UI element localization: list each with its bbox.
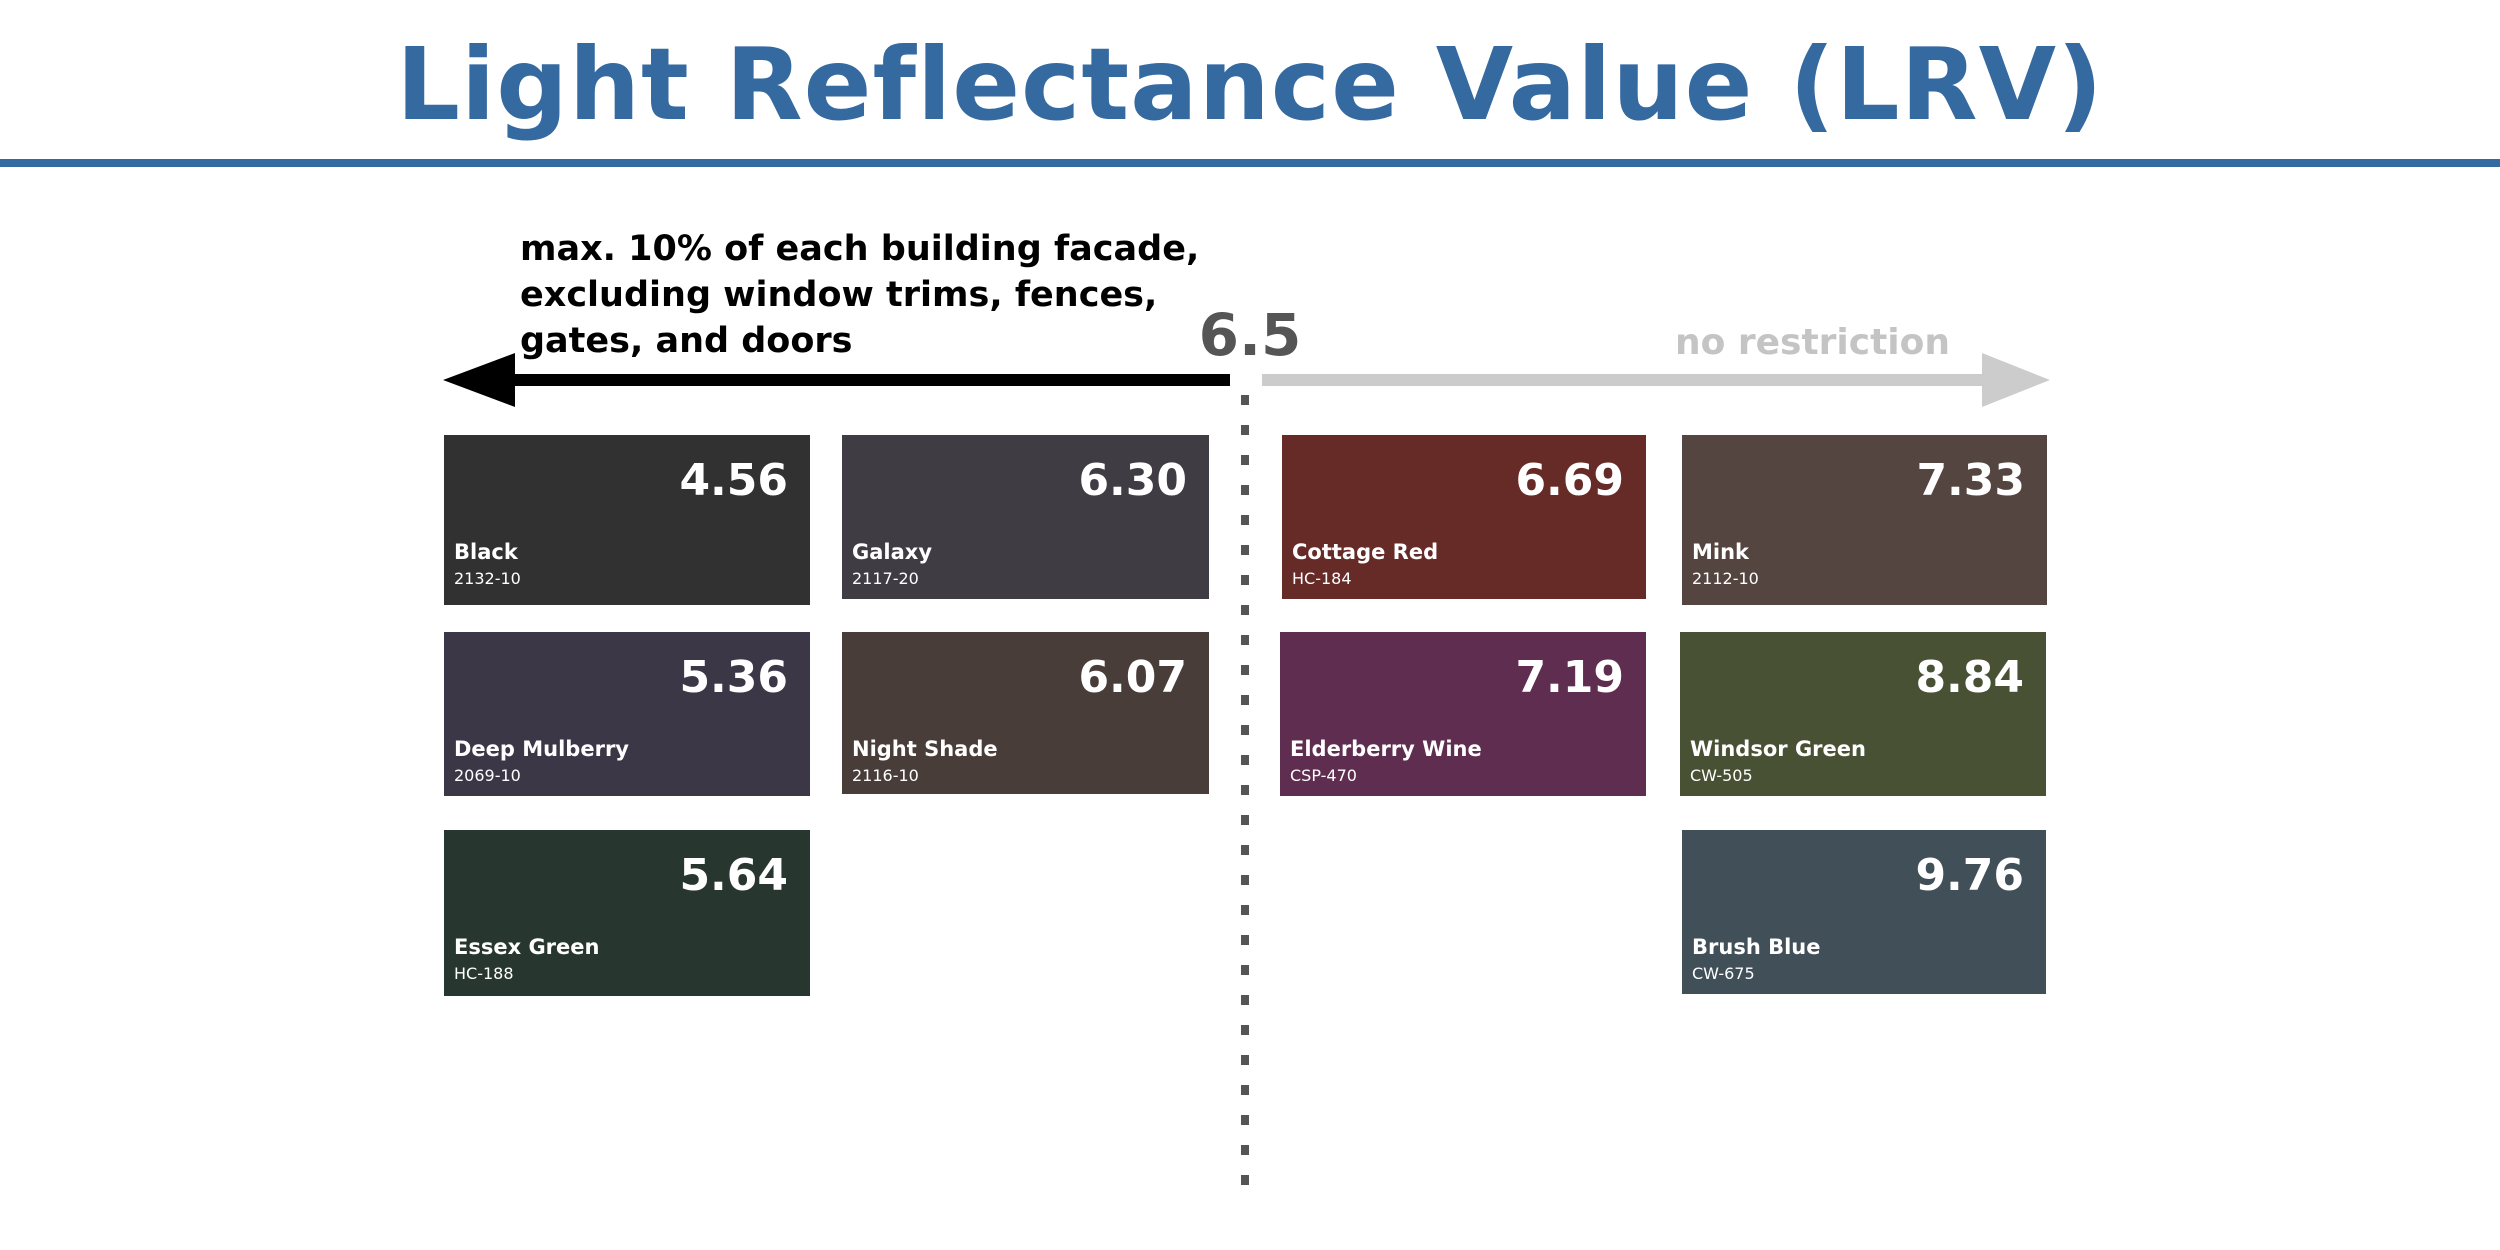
swatch-name: Brush Blue [1692, 935, 1821, 959]
swatch-code: 2069-10 [454, 766, 521, 785]
swatch-galaxy: 6.30 Galaxy 2117-20 [842, 435, 1209, 599]
swatch-lrv: 6.69 [1515, 455, 1624, 506]
swatch-lrv: 4.56 [679, 455, 788, 506]
swatch-name: Cottage Red [1292, 540, 1439, 564]
swatch-name: Elderberry Wine [1290, 737, 1482, 761]
swatch-name: Galaxy [852, 540, 933, 564]
swatch-lrv: 7.19 [1515, 652, 1624, 703]
page-title: Light Reflectance Value (LRV) [396, 26, 2104, 143]
swatch-name: Black [454, 540, 518, 564]
swatch-lrv: 6.07 [1078, 652, 1187, 703]
swatch-code: 2132-10 [454, 569, 521, 588]
threshold-value: 6.5 [1198, 301, 1302, 369]
swatch-code: HC-184 [1292, 569, 1352, 588]
left-arrow [443, 353, 1230, 407]
swatch-name: Deep Mulberry [454, 737, 629, 761]
restriction-note: max. 10% of each building facade, exclud… [520, 229, 1200, 361]
swatch-essex-green: 5.64 Essex Green HC-188 [444, 830, 810, 996]
swatch-lrv: 9.76 [1915, 850, 2024, 901]
swatch-code: 2116-10 [852, 766, 919, 785]
right-arrow [1262, 353, 2050, 407]
swatch-name: Essex Green [454, 935, 600, 959]
swatch-elderberry-wine: 7.19 Elderberry Wine CSP-470 [1280, 632, 1646, 796]
swatch-code: CSP-470 [1290, 766, 1357, 785]
swatch-lrv: 6.30 [1078, 455, 1187, 506]
swatch-black: 4.56 Black 2132-10 [444, 435, 810, 605]
swatch-deep-mulberry: 5.36 Deep Mulberry 2069-10 [444, 632, 810, 796]
swatch-code: 2117-20 [852, 569, 919, 588]
swatch-lrv: 7.33 [1916, 455, 2025, 506]
swatch-cottage-red: 6.69 Cottage Red HC-184 [1282, 435, 1646, 599]
swatch-code: CW-505 [1690, 766, 1753, 785]
swatch-brush-blue: 9.76 Brush Blue CW-675 [1682, 830, 2046, 994]
swatch-night-shade: 6.07 Night Shade 2116-10 [842, 632, 1209, 794]
swatch-code: HC-188 [454, 964, 514, 983]
swatch-lrv: 8.84 [1915, 652, 2024, 703]
swatch-windsor-green: 8.84 Windsor Green CW-505 [1680, 632, 2046, 796]
swatch-code: CW-675 [1692, 964, 1755, 983]
swatch-name: Windsor Green [1690, 737, 1866, 761]
no-restriction-label: no restriction [1674, 322, 1950, 363]
swatch-code: 2112-10 [1692, 569, 1759, 588]
swatch-lrv: 5.64 [679, 850, 788, 901]
title-divider [0, 159, 2500, 167]
swatch-lrv: 5.36 [679, 652, 788, 703]
swatch-name: Night Shade [852, 737, 998, 761]
swatch-name: Mink [1692, 540, 1750, 564]
swatch-mink: 7.33 Mink 2112-10 [1682, 435, 2047, 605]
